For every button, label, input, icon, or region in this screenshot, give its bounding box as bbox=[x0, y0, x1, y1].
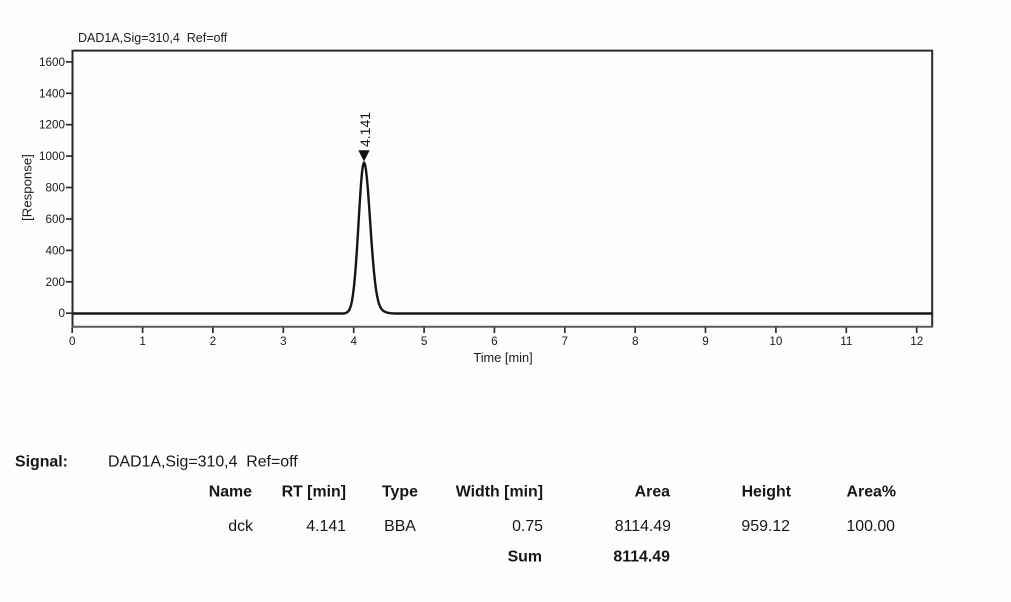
svg-text:600: 600 bbox=[45, 213, 65, 226]
svg-text:DAD1A,Sig=310,4 Ref=off: DAD1A,Sig=310,4 Ref=off bbox=[78, 31, 228, 45]
svg-text:8114.49: 8114.49 bbox=[613, 549, 670, 566]
svg-text:Type: Type bbox=[382, 484, 418, 501]
svg-text:7: 7 bbox=[562, 335, 569, 348]
svg-text:3: 3 bbox=[280, 335, 287, 348]
svg-text:0: 0 bbox=[58, 307, 65, 320]
svg-text:dck: dck bbox=[228, 518, 253, 535]
svg-text:12: 12 bbox=[910, 335, 923, 348]
svg-text:[Response]: [Response] bbox=[20, 154, 35, 221]
svg-text:8: 8 bbox=[632, 335, 639, 348]
svg-text:2: 2 bbox=[210, 335, 217, 348]
svg-text:6: 6 bbox=[491, 335, 498, 348]
svg-text:1400: 1400 bbox=[39, 87, 66, 100]
svg-text:4: 4 bbox=[350, 335, 357, 348]
svg-text:Signal:: Signal: bbox=[15, 454, 68, 471]
svg-text:Area: Area bbox=[635, 484, 670, 501]
svg-text:0: 0 bbox=[69, 335, 76, 348]
svg-text:1000: 1000 bbox=[39, 150, 66, 163]
svg-text:1200: 1200 bbox=[39, 119, 66, 132]
svg-text:200: 200 bbox=[45, 276, 65, 289]
svg-text:9: 9 bbox=[702, 335, 709, 348]
svg-text:BBA: BBA bbox=[384, 518, 416, 535]
svg-text:Height: Height bbox=[742, 484, 792, 501]
svg-text:Time [min]: Time [min] bbox=[473, 350, 532, 365]
svg-text:DAD1A,Sig=310,4 Ref=off: DAD1A,Sig=310,4 Ref=off bbox=[108, 454, 298, 471]
svg-text:11: 11 bbox=[840, 335, 852, 348]
svg-text:4.141: 4.141 bbox=[306, 518, 346, 535]
svg-text:4.141: 4.141 bbox=[357, 112, 373, 147]
svg-text:Area%: Area% bbox=[847, 484, 896, 501]
svg-text:959.12: 959.12 bbox=[741, 518, 790, 535]
svg-text:8114.49: 8114.49 bbox=[615, 518, 671, 535]
svg-text:5: 5 bbox=[421, 335, 428, 348]
svg-text:0.75: 0.75 bbox=[512, 518, 543, 535]
svg-text:100.00: 100.00 bbox=[846, 518, 895, 535]
svg-text:Sum: Sum bbox=[508, 549, 542, 566]
svg-text:1: 1 bbox=[139, 335, 146, 348]
svg-text:Name: Name bbox=[209, 484, 252, 501]
svg-text:10: 10 bbox=[769, 335, 783, 348]
svg-text:RT [min]: RT [min] bbox=[282, 484, 346, 501]
svg-text:1600: 1600 bbox=[39, 56, 66, 69]
svg-text:400: 400 bbox=[45, 244, 65, 257]
svg-text:800: 800 bbox=[45, 182, 65, 195]
svg-text:Width [min]: Width [min] bbox=[456, 484, 543, 501]
